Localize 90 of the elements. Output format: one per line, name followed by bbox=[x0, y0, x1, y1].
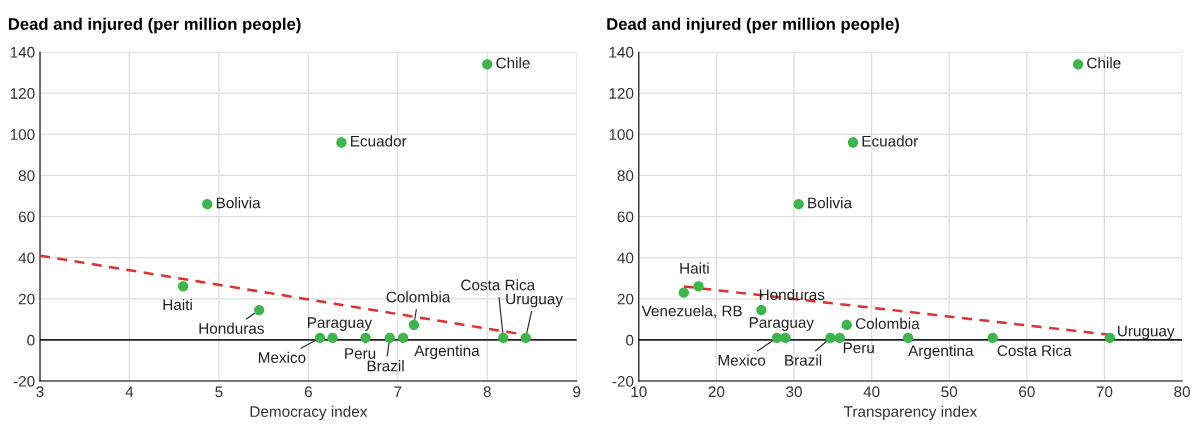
annotation: Costa Rica bbox=[461, 279, 536, 291]
y-tick-label: 40 bbox=[18, 252, 35, 264]
x-tick-label: 9 bbox=[573, 386, 581, 398]
y-tick-label: 140 bbox=[10, 46, 35, 58]
point bbox=[825, 332, 836, 344]
y-tick-label: 0 bbox=[626, 334, 634, 346]
chart-title: Dead and injured (per million people) bbox=[607, 17, 899, 34]
x-tick-label: 7 bbox=[394, 386, 402, 397]
point bbox=[177, 281, 189, 292]
y-tick-label: 80 bbox=[617, 170, 634, 182]
annotation: Mexico bbox=[718, 354, 766, 366]
point bbox=[482, 59, 493, 70]
y-tick-label: 20 bbox=[617, 293, 634, 305]
x-tick-label: 80 bbox=[1174, 386, 1190, 398]
annotation: Peru bbox=[843, 342, 874, 354]
annotation: Honduras bbox=[199, 322, 264, 334]
point bbox=[693, 281, 704, 292]
point bbox=[847, 137, 859, 148]
annotation: Paraguay bbox=[749, 317, 814, 331]
x-tick-label: 40 bbox=[863, 386, 880, 398]
point bbox=[1072, 59, 1084, 70]
point bbox=[254, 304, 265, 316]
y-tick-label: 60 bbox=[617, 211, 634, 223]
annotation: Brazil bbox=[785, 354, 822, 366]
annotation: Ecuador bbox=[862, 135, 918, 147]
annotation: Colombia bbox=[386, 291, 451, 303]
annotation: Uruguay bbox=[506, 293, 563, 308]
point bbox=[408, 319, 420, 331]
annotation: Argentina bbox=[414, 344, 480, 360]
point bbox=[678, 287, 689, 298]
point bbox=[520, 332, 531, 344]
annotation: Venezuela, RB bbox=[641, 305, 742, 319]
x-tick-label: 30 bbox=[786, 386, 802, 398]
point bbox=[327, 332, 338, 344]
annotation: Ecuador bbox=[351, 135, 407, 147]
y-tick-label: 140 bbox=[609, 46, 634, 58]
point bbox=[834, 332, 845, 344]
annotation: Peru bbox=[345, 348, 376, 359]
x-axis-title: Transparency index bbox=[843, 405, 978, 420]
annotation: Bolivia bbox=[216, 197, 261, 209]
annotation: Paraguay bbox=[308, 317, 373, 331]
annotation: Haiti bbox=[680, 262, 709, 274]
x-tick-label: 5 bbox=[215, 386, 223, 398]
chart-title: Dead and injured (per million people) bbox=[8, 17, 301, 34]
annotation: Chile bbox=[1087, 57, 1121, 69]
annotation: Honduras bbox=[759, 288, 825, 301]
annotation: Chile bbox=[496, 57, 530, 69]
x-tick-label: 10 bbox=[631, 386, 647, 398]
annotation: Uruguay bbox=[1118, 325, 1175, 340]
point bbox=[756, 304, 767, 316]
x-tick-label: 50 bbox=[941, 386, 958, 398]
annotation: Costa Rica bbox=[997, 344, 1072, 357]
y-tick-label: 120 bbox=[10, 88, 35, 99]
y-tick-label: 0 bbox=[27, 334, 35, 346]
annotation: Haiti bbox=[163, 298, 192, 311]
annotation: Bolivia bbox=[808, 197, 852, 209]
point bbox=[314, 332, 326, 344]
y-tick-label: 100 bbox=[10, 129, 35, 140]
point bbox=[336, 137, 347, 148]
point bbox=[202, 199, 213, 210]
x-tick-label: 60 bbox=[1019, 386, 1035, 398]
annotation: Mexico bbox=[258, 351, 306, 363]
annotation: Argentina bbox=[908, 344, 974, 360]
x-tick-label: 6 bbox=[304, 386, 312, 398]
y-tick-label: 120 bbox=[609, 88, 634, 99]
x-tick-label: 20 bbox=[708, 386, 725, 398]
point bbox=[987, 332, 998, 344]
y-tick-label: 20 bbox=[18, 293, 35, 305]
x-tick-label: 70 bbox=[1096, 386, 1113, 398]
point bbox=[398, 332, 409, 344]
x-tick-label: 8 bbox=[483, 386, 491, 398]
y-tick-label: -20 bbox=[612, 375, 634, 387]
point bbox=[780, 332, 791, 344]
point bbox=[793, 199, 804, 210]
x-tick-label: 4 bbox=[125, 386, 134, 397]
point bbox=[1104, 332, 1116, 344]
annotation: Brazil bbox=[367, 360, 404, 372]
x-tick-label: 3 bbox=[36, 386, 44, 398]
y-tick-label: 60 bbox=[18, 211, 35, 223]
x-axis-title: Democracy index bbox=[250, 405, 368, 420]
y-tick-label: 100 bbox=[609, 129, 634, 140]
point bbox=[841, 319, 852, 331]
y-tick-label: 80 bbox=[18, 170, 35, 182]
point bbox=[360, 332, 371, 344]
point bbox=[384, 332, 395, 344]
point bbox=[902, 332, 914, 344]
point bbox=[498, 332, 509, 344]
y-tick-label: -20 bbox=[13, 375, 35, 387]
annotation: Colombia bbox=[855, 317, 920, 330]
y-tick-label: 40 bbox=[617, 252, 634, 264]
